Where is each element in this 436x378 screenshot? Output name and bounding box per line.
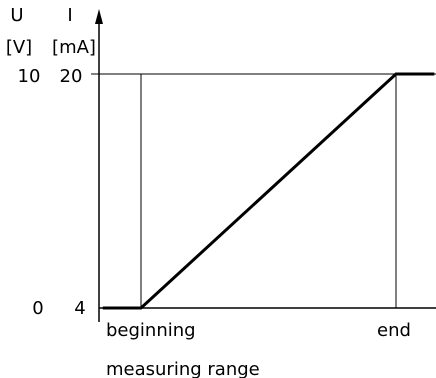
y-tick-left-bottom: 0 <box>32 298 43 319</box>
y-axis-left-unit: [V] <box>6 37 32 58</box>
x-tick-end: end <box>377 320 411 341</box>
y-axis-arrowhead <box>95 9 103 24</box>
output-characteristic-line <box>102 72 435 310</box>
y-axis-left-quantity: U <box>10 5 23 26</box>
y-axis-right-quantity: I <box>67 5 72 26</box>
x-axis-label: measuring range <box>106 359 260 378</box>
x-tick-beginning: beginning <box>106 320 196 341</box>
y-tick-right-top: 20 <box>60 66 83 87</box>
y-tick-left-top: 10 <box>18 66 41 87</box>
y-tick-right-bottom: 4 <box>74 298 85 319</box>
y-axis-right-unit: [mA] <box>52 37 96 58</box>
